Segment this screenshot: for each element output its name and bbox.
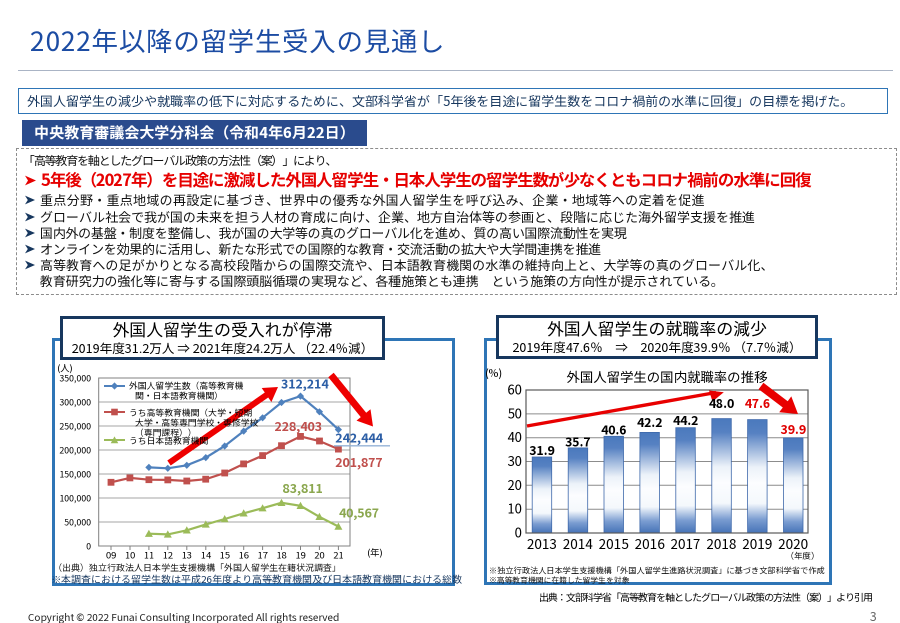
svg-text:(年): (年) (367, 545, 383, 559)
svg-text:30: 30 (508, 451, 522, 470)
svg-text:2016: 2016 (635, 533, 665, 553)
svg-text:15: 15 (220, 548, 230, 562)
svg-text:150,000: 150,000 (59, 468, 91, 481)
svg-text:(%): (%) (485, 366, 502, 381)
svg-text:09: 09 (106, 548, 116, 562)
svg-text:300,000: 300,000 (58, 396, 91, 409)
svg-text:19: 19 (295, 548, 305, 562)
svg-text:20: 20 (313, 548, 324, 562)
svg-text:※高等教育機関に在籍した留学生を対象: ※高等教育機関に在籍した留学生を対象 (489, 575, 630, 586)
svg-text:うち日本語教育機関: うち日本語教育機関 (129, 434, 208, 447)
svg-text:0: 0 (86, 540, 91, 553)
svg-text:250,000: 250,000 (59, 420, 91, 433)
svg-text:60: 60 (508, 380, 522, 399)
svg-text:※本調査における留学生数は平成26年度より高等教育機関及び日: ※本調査における留学生数は平成26年度より高等教育機関及び日本語教育機関における… (51, 571, 462, 586)
svg-text:39.9: 39.9 (781, 420, 807, 438)
svg-text:外国人留学生の国内就職率の推移: 外国人留学生の国内就職率の推移 (567, 366, 768, 386)
svg-text:大学・高等専門学校・専修学校: 大学・高等専門学校・専修学校 (135, 416, 259, 429)
svg-text:（専門課程））: （専門課程）） (135, 426, 197, 439)
svg-text:31.9: 31.9 (529, 441, 555, 459)
svg-text:うち高等教育機関（大学・短期: うち高等教育機関（大学・短期 (129, 406, 252, 419)
svg-text:40: 40 (508, 427, 522, 446)
svg-text:47.6: 47.6 (745, 394, 771, 412)
svg-text:※独立行政法人日本学生支援機構「外国人留学生進路状況調査」に: ※独立行政法人日本学生支援機構「外国人留学生進路状況調査」に基づき文部科学省で作… (489, 565, 825, 577)
svg-text:13: 13 (182, 548, 192, 562)
svg-text:11: 11 (144, 548, 154, 562)
svg-text:312,214: 312,214 (281, 375, 329, 393)
svg-text:2017: 2017 (671, 533, 701, 553)
svg-text:50,000: 50,000 (63, 516, 91, 529)
svg-text:350,000: 350,000 (58, 372, 91, 385)
svg-text:2019: 2019 (742, 533, 772, 553)
svg-text:35.7: 35.7 (565, 432, 591, 450)
svg-text:14: 14 (201, 548, 211, 562)
svg-text:50: 50 (507, 403, 522, 422)
svg-text:228,403: 228,403 (275, 417, 323, 435)
svg-text:12: 12 (163, 548, 173, 562)
svg-text:2018: 2018 (707, 533, 737, 553)
svg-text:関・日本語教育機関）: 関・日本語教育機関） (135, 389, 223, 402)
svg-text:2020: 2020 (778, 533, 808, 553)
svg-text:200,000: 200,000 (59, 444, 91, 457)
svg-text:21: 21 (332, 548, 343, 562)
svg-text:48.0: 48.0 (709, 394, 735, 412)
svg-text:201,877: 201,877 (335, 453, 383, 471)
svg-text:83,811: 83,811 (282, 479, 322, 497)
svg-text:40,567: 40,567 (339, 504, 379, 522)
svg-text:(人): (人) (57, 361, 73, 375)
svg-text:2014: 2014 (563, 533, 593, 553)
svg-text:10: 10 (508, 499, 522, 518)
svg-text:242,444: 242,444 (335, 428, 383, 446)
svg-text:2013: 2013 (527, 533, 557, 553)
svg-text:16: 16 (239, 548, 249, 562)
svg-text:（年度）: （年度） (785, 550, 819, 562)
svg-text:40.6: 40.6 (601, 420, 627, 438)
svg-text:17: 17 (257, 548, 267, 562)
svg-text:2015: 2015 (599, 533, 629, 553)
svg-text:100,000: 100,000 (59, 492, 91, 505)
svg-text:44.2: 44.2 (673, 411, 699, 429)
svg-text:10: 10 (125, 548, 135, 562)
svg-text:（出典）独立行政法人日本学生支援機構「外国人留学生在籍状況調: （出典）独立行政法人日本学生支援機構「外国人留学生在籍状況調査」 (53, 561, 341, 574)
svg-text:18: 18 (276, 548, 286, 562)
svg-text:外国人留学生数（高等教育機: 外国人留学生数（高等教育機 (129, 379, 244, 392)
svg-text:42.2: 42.2 (637, 413, 663, 431)
svg-text:0: 0 (515, 523, 522, 542)
svg-text:20: 20 (508, 475, 522, 494)
